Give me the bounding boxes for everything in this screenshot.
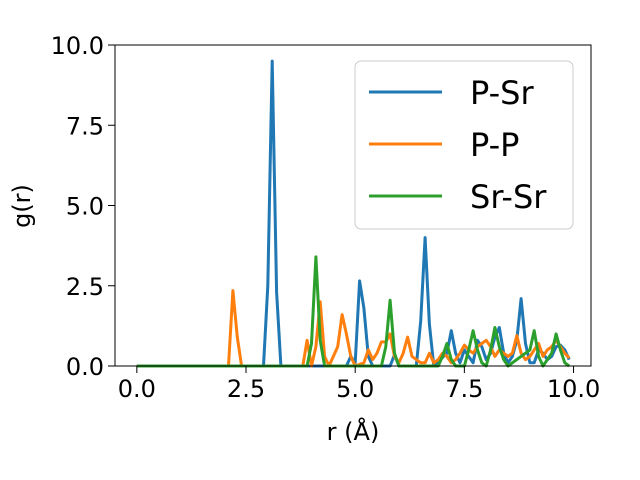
legend-label-p-p: P-P bbox=[470, 126, 519, 164]
y-tick-label: 5.0 bbox=[66, 193, 104, 221]
y-axis: 0.0 2.5 5.0 7.5 10.0 bbox=[51, 32, 115, 381]
x-axis: 0.0 2.5 5.0 7.5 10.0 bbox=[118, 366, 600, 403]
x-tick-label: 10.0 bbox=[547, 375, 600, 403]
x-tick-label: 5.0 bbox=[336, 375, 374, 403]
x-tick-label: 2.5 bbox=[227, 375, 265, 403]
x-tick-label: 7.5 bbox=[445, 375, 483, 403]
legend-label-p-sr: P-Sr bbox=[470, 74, 534, 112]
legend-box bbox=[354, 60, 574, 230]
series-line-p-sr bbox=[136, 59, 571, 368]
x-tick-label: 0.0 bbox=[118, 375, 156, 403]
y-axis-label: g(r) bbox=[8, 184, 36, 228]
y-tick-label: 10.0 bbox=[51, 32, 104, 60]
y-tick-label: 7.5 bbox=[66, 112, 104, 140]
y-tick-label: 2.5 bbox=[66, 273, 104, 301]
legend-label-sr-sr: Sr-Sr bbox=[470, 178, 547, 216]
x-axis-label: r (Å) bbox=[327, 417, 380, 446]
series-line-p-p bbox=[136, 289, 571, 368]
y-tick-label: 0.0 bbox=[66, 353, 104, 381]
legend: P-Sr P-P Sr-Sr bbox=[354, 60, 574, 230]
